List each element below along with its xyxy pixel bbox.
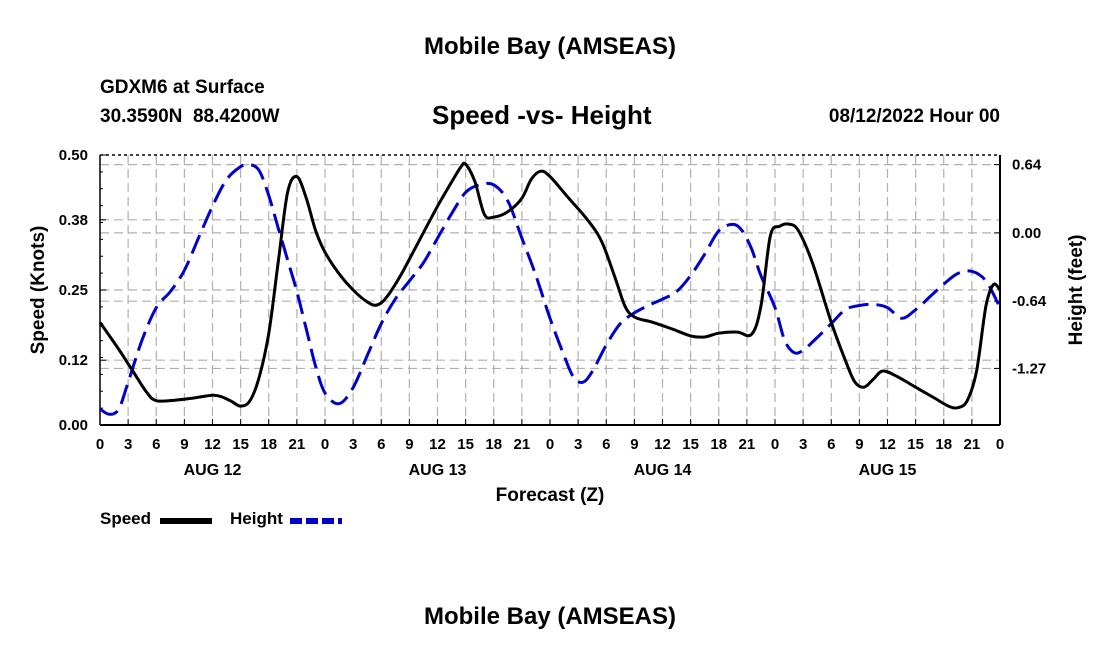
x-tick-label: 15 — [907, 436, 924, 453]
x-tick-label: 12 — [429, 436, 446, 453]
y-right-tick-label: 0.64 — [1012, 157, 1042, 174]
x-tick-label: 12 — [654, 436, 671, 453]
y-right-tick-label: 0.00 — [1012, 225, 1041, 242]
x-tick-label: 18 — [710, 436, 727, 453]
x-tick-label: 9 — [180, 436, 188, 453]
footer-title: Mobile Bay (AMSEAS) — [423, 603, 677, 630]
y-left-tick-label: 0.25 — [59, 282, 88, 299]
x-tick-label: 12 — [204, 436, 221, 453]
legend-speed-swatch — [160, 518, 212, 524]
x-tick-label: 9 — [630, 436, 638, 453]
y-right-tick-label: -0.64 — [1012, 293, 1047, 310]
x-tick-label: 18 — [260, 436, 277, 453]
x-tick-label: 15 — [457, 436, 474, 453]
x-tick-label: 0 — [771, 436, 779, 453]
x-tick-label: 0 — [96, 436, 104, 453]
x-tick-label: 21 — [514, 436, 531, 453]
chart-title: Mobile Bay (AMSEAS) — [423, 33, 677, 60]
x-tick-label: 12 — [879, 436, 896, 453]
x-tick-label: 9 — [405, 436, 413, 453]
day-label: AUG 15 — [859, 462, 917, 479]
x-tick-label: 6 — [377, 436, 385, 453]
series-line-speed — [98, 161, 1002, 410]
y-left-tick-label: 0.38 — [59, 212, 88, 229]
x-tick-label: 0 — [321, 436, 329, 453]
y-left-tick-label: 0.50 — [59, 147, 88, 164]
x-tick-label: 21 — [964, 436, 981, 453]
chart-subtitle: Speed -vs- Height — [432, 100, 652, 130]
x-tick-label: 3 — [799, 436, 807, 453]
x-tick-label: 3 — [349, 436, 357, 453]
x-tick-label: 0 — [546, 436, 554, 453]
day-label: AUG 14 — [634, 462, 692, 479]
x-tick-label: 21 — [739, 436, 756, 453]
x-tick-label: 0 — [996, 436, 1004, 453]
x-tick-label: 9 — [855, 436, 863, 453]
y-right-axis-label: Height (feet) — [1066, 235, 1087, 346]
y-left-tick-label: 0.00 — [59, 417, 88, 434]
x-tick-label: 18 — [935, 436, 952, 453]
coordinates-label: 30.3590N 88.4200W — [100, 106, 280, 127]
x-tick-label: 6 — [602, 436, 610, 453]
y-left-tick-label: 0.12 — [59, 352, 88, 369]
y-left-axis-label: Speed (Knots) — [28, 226, 49, 355]
x-tick-label: 15 — [682, 436, 699, 453]
station-label: GDXM6 at Surface — [100, 77, 265, 98]
forecast-datetime: 08/12/2022 Hour 00 — [828, 106, 1000, 127]
x-tick-label: 6 — [152, 436, 160, 453]
x-tick-label: 3 — [574, 436, 582, 453]
legend-height-swatch — [290, 518, 342, 524]
x-tick-label: 15 — [232, 436, 249, 453]
x-tick-label: 18 — [485, 436, 502, 453]
day-label: AUG 13 — [409, 462, 467, 479]
x-tick-label: 3 — [124, 436, 132, 453]
y-right-tick-label: -1.27 — [1012, 360, 1046, 377]
x-tick-label: 6 — [827, 436, 835, 453]
legend-speed-label: Speed — [100, 509, 152, 528]
legend-height-label: Height — [230, 509, 283, 528]
x-axis-label: Forecast (Z) — [496, 485, 605, 506]
x-tick-label: 21 — [289, 436, 306, 453]
day-label: AUG 12 — [184, 462, 242, 479]
